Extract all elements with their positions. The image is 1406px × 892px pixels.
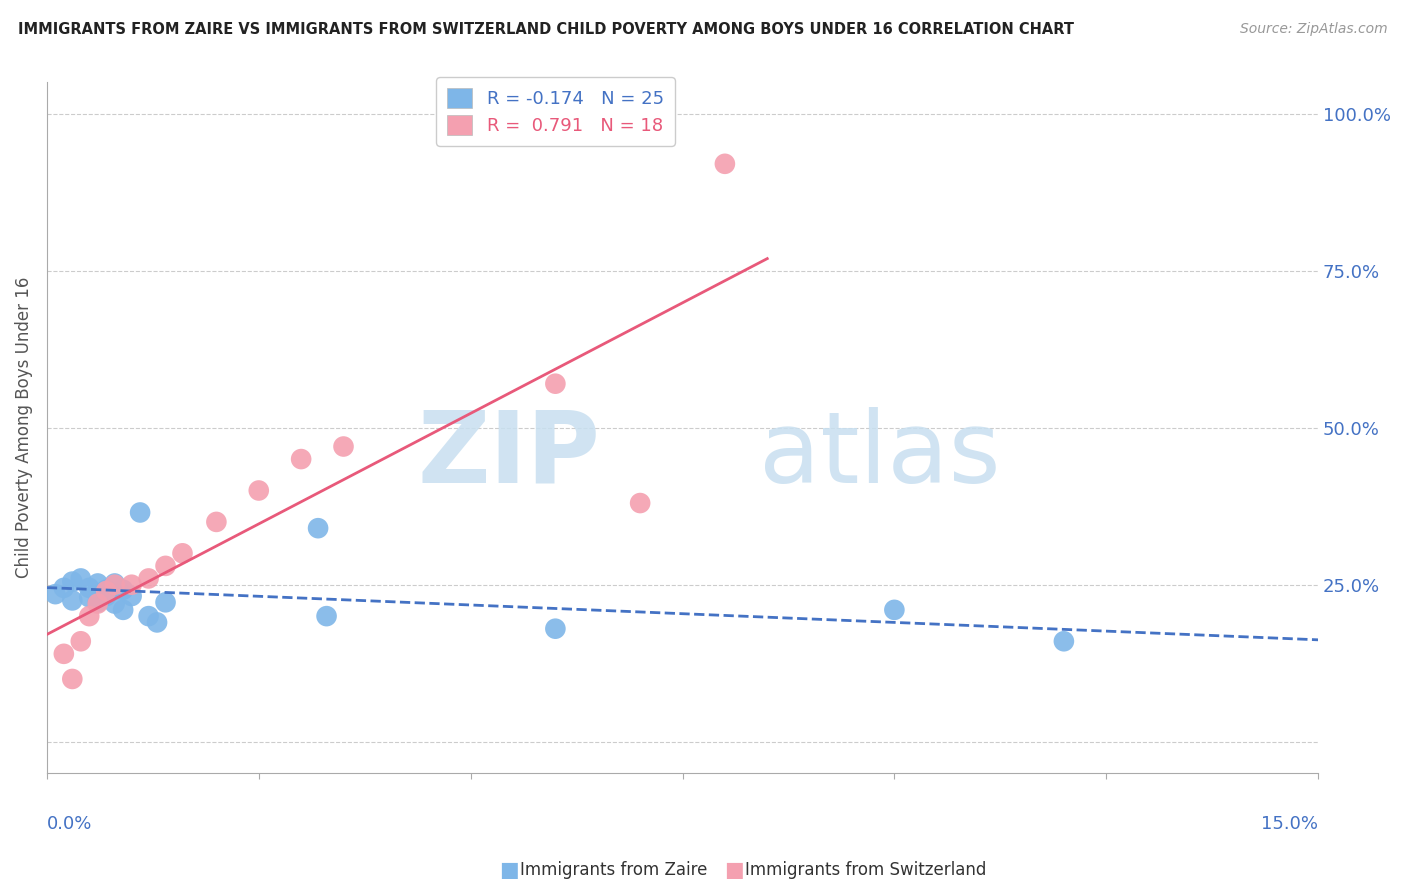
Text: Source: ZipAtlas.com: Source: ZipAtlas.com [1240, 22, 1388, 37]
Point [155, 558, 177, 573]
Point [146, 615, 169, 630]
Point [104, 576, 127, 591]
Point [121, 578, 143, 592]
Point [96, 589, 118, 603]
Point [96, 584, 118, 599]
Text: Immigrants from Zaire: Immigrants from Zaire [520, 861, 707, 879]
Text: atlas: atlas [759, 407, 1001, 504]
Point [44, 587, 66, 601]
Point [112, 582, 135, 597]
Point [290, 452, 312, 467]
Point [52, 647, 75, 661]
Point [112, 603, 135, 617]
Point [60, 574, 83, 589]
Point [138, 609, 160, 624]
Text: ■: ■ [499, 860, 519, 880]
Point [205, 515, 228, 529]
Point [69, 571, 91, 585]
Point [1053, 634, 1076, 648]
Text: IMMIGRANTS FROM ZAIRE VS IMMIGRANTS FROM SWITZERLAND CHILD POVERTY AMONG BOYS UN: IMMIGRANTS FROM ZAIRE VS IMMIGRANTS FROM… [18, 22, 1074, 37]
Point [96, 582, 118, 597]
Point [544, 622, 567, 636]
Point [52, 581, 75, 595]
Point [77, 581, 100, 595]
Text: Immigrants from Switzerland: Immigrants from Switzerland [745, 861, 987, 879]
Point [87, 597, 110, 611]
Point [104, 578, 127, 592]
Point [60, 672, 83, 686]
Point [69, 634, 91, 648]
Text: ■: ■ [724, 860, 744, 880]
Point [87, 595, 110, 609]
Text: ZIP: ZIP [418, 407, 600, 504]
Point [104, 597, 127, 611]
Point [77, 609, 100, 624]
Point [307, 521, 329, 535]
Point [138, 571, 160, 585]
Point [247, 483, 270, 498]
Point [628, 496, 651, 510]
Point [172, 546, 194, 560]
Point [544, 376, 567, 391]
Point [315, 609, 337, 624]
Legend: R = -0.174   N = 25, R =  0.791   N = 18: R = -0.174 N = 25, R = 0.791 N = 18 [436, 78, 675, 146]
Point [121, 589, 143, 603]
Text: 0.0%: 0.0% [46, 814, 93, 832]
Point [60, 593, 83, 607]
Point [87, 576, 110, 591]
Point [883, 603, 905, 617]
Point [714, 157, 737, 171]
Point [129, 506, 152, 520]
Text: 15.0%: 15.0% [1261, 814, 1319, 832]
Y-axis label: Child Poverty Among Boys Under 16: Child Poverty Among Boys Under 16 [15, 277, 32, 578]
Point [77, 591, 100, 605]
Point [155, 595, 177, 609]
Point [332, 440, 354, 454]
